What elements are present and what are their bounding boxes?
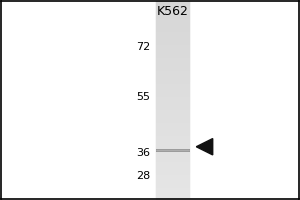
Text: 28: 28 xyxy=(136,171,150,181)
Text: 36: 36 xyxy=(136,148,150,158)
Text: K562: K562 xyxy=(157,5,188,18)
Polygon shape xyxy=(196,139,213,155)
Text: 55: 55 xyxy=(136,92,150,102)
Text: 72: 72 xyxy=(136,42,150,52)
